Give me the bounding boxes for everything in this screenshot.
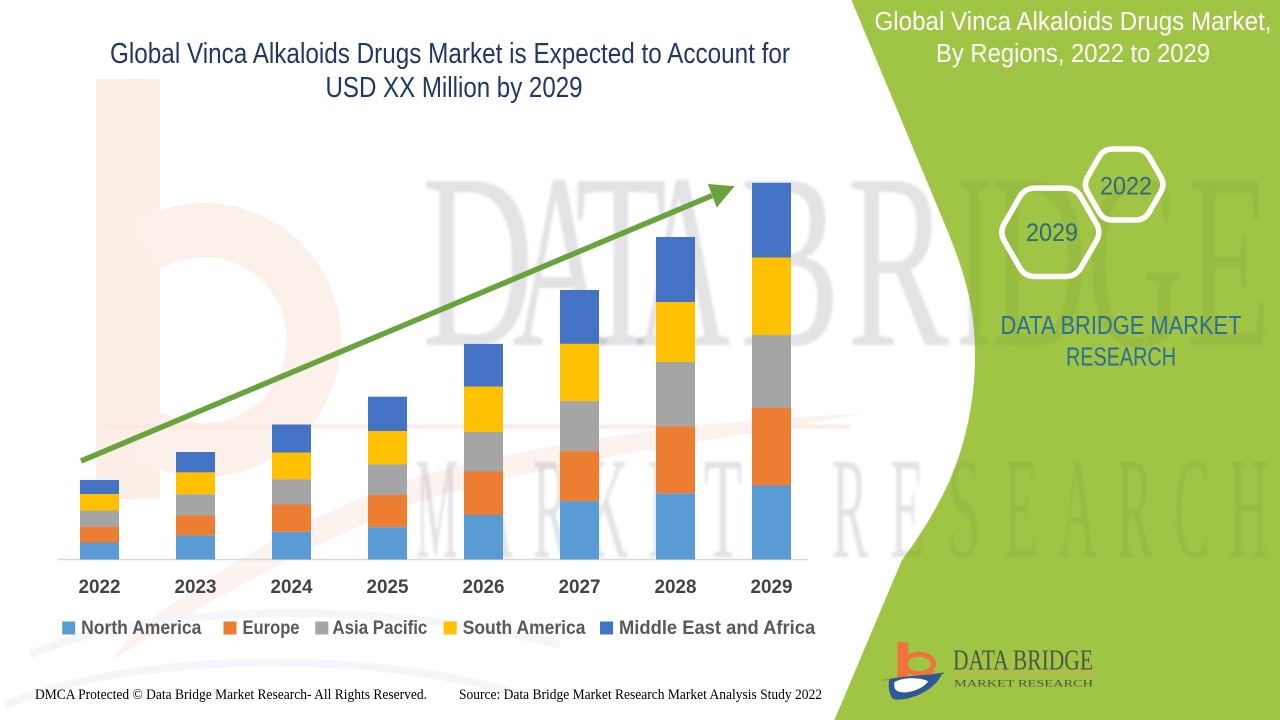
svg-text:M: M bbox=[416, 429, 458, 589]
svg-text:DATA BRIDGE: DATA BRIDGE bbox=[953, 646, 1093, 677]
svg-text:Middle East and Africa: Middle East and Africa bbox=[619, 618, 816, 639]
svg-text:USD XX Million by 2029: USD XX Million by 2029 bbox=[326, 72, 583, 104]
svg-text:G: G bbox=[1087, 123, 1184, 400]
svg-text:2023: 2023 bbox=[175, 576, 217, 598]
svg-text:2024: 2024 bbox=[271, 576, 313, 598]
svg-text:2025: 2025 bbox=[367, 576, 409, 598]
svg-text:E: E bbox=[1004, 429, 1038, 589]
svg-text:Global Vinca Alkaloids Drugs M: Global Vinca Alkaloids Drugs Market is E… bbox=[110, 38, 790, 70]
svg-text:2022: 2022 bbox=[1100, 173, 1152, 201]
svg-text:Asia Pacific: Asia Pacific bbox=[332, 618, 427, 639]
svg-text:A: A bbox=[1059, 429, 1097, 589]
svg-text:2027: 2027 bbox=[559, 576, 601, 598]
svg-text:2026: 2026 bbox=[463, 576, 505, 598]
svg-text:2028: 2028 bbox=[655, 576, 697, 598]
svg-text:R: R bbox=[1117, 429, 1153, 589]
svg-text:2029: 2029 bbox=[751, 576, 793, 598]
svg-text:R: R bbox=[832, 429, 868, 589]
svg-text:H: H bbox=[1229, 429, 1269, 589]
svg-text:RESEARCH: RESEARCH bbox=[1066, 344, 1176, 372]
svg-text:C: C bbox=[1174, 429, 1210, 589]
svg-text:MARKET RESEARCH: MARKET RESEARCH bbox=[954, 680, 1093, 690]
svg-text:DMCA Protected © Data Bridge M: DMCA Protected © Data Bridge Market Rese… bbox=[35, 687, 427, 703]
svg-text:North America: North America bbox=[81, 618, 202, 639]
svg-text:T: T bbox=[704, 429, 742, 589]
svg-text:South America: South America bbox=[463, 618, 586, 639]
svg-text:E: E bbox=[1187, 123, 1271, 400]
svg-text:2022: 2022 bbox=[79, 576, 121, 598]
svg-text:Source: Data Bridge Market Res: Source: Data Bridge Market Research Mark… bbox=[459, 687, 822, 703]
svg-text:2029: 2029 bbox=[1026, 219, 1078, 247]
svg-text:D: D bbox=[991, 123, 1087, 400]
svg-text:By Regions, 2022 to 2029: By Regions, 2022 to 2029 bbox=[936, 40, 1210, 68]
svg-text:Global Vinca Alkaloids Drugs M: Global Vinca Alkaloids Drugs Market, bbox=[875, 8, 1272, 36]
svg-text:DATA BRIDGE MARKET: DATA BRIDGE MARKET bbox=[1001, 312, 1242, 340]
svg-text:Europe: Europe bbox=[243, 618, 300, 639]
